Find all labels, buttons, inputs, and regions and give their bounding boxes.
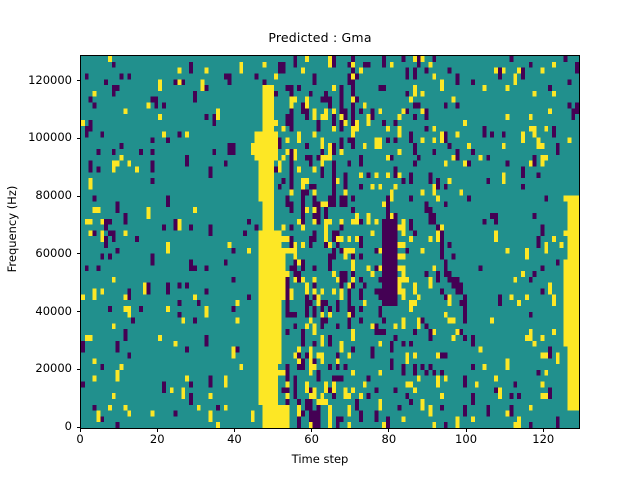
y-tick-mark: [76, 311, 80, 313]
y-tick-mark: [76, 80, 80, 82]
y-tick-mark: [76, 195, 80, 197]
y-tick-label: 120000: [28, 72, 72, 87]
y-tick-label: 20000: [35, 361, 72, 376]
x-tick-mark: [311, 428, 313, 432]
y-axis-label: Frequency (Hz): [5, 185, 19, 273]
x-tick-label: 80: [381, 432, 397, 446]
x-tick-label: 60: [304, 432, 319, 446]
page-title: Predicted : Gma: [268, 30, 372, 45]
y-tick-mark: [76, 426, 80, 428]
x-tick-mark: [79, 428, 81, 432]
x-tick-label: 40: [227, 432, 242, 446]
heatmap-image: [81, 56, 579, 428]
y-tick-mark: [76, 368, 80, 370]
y-tick-label: 0: [64, 419, 72, 433]
y-tick-mark: [76, 253, 80, 255]
heatmap-plot-area[interactable]: [80, 55, 580, 429]
x-tick-label: 20: [149, 432, 165, 446]
y-tick-label: 80000: [35, 188, 72, 203]
x-tick-label: 0: [76, 432, 84, 446]
x-tick-mark: [542, 428, 544, 432]
x-tick-mark: [465, 428, 467, 432]
x-tick-label: 100: [455, 432, 478, 446]
y-tick-label: 60000: [35, 245, 72, 260]
x-tick-mark: [233, 428, 235, 432]
y-tick-label: 40000: [35, 303, 72, 318]
y-tick-mark: [76, 137, 80, 139]
x-tick-label: 120: [532, 432, 555, 446]
y-tick-label: 100000: [28, 130, 72, 145]
x-tick-mark: [156, 428, 158, 432]
x-tick-mark: [388, 428, 390, 432]
x-axis-label: Time step: [291, 452, 349, 466]
